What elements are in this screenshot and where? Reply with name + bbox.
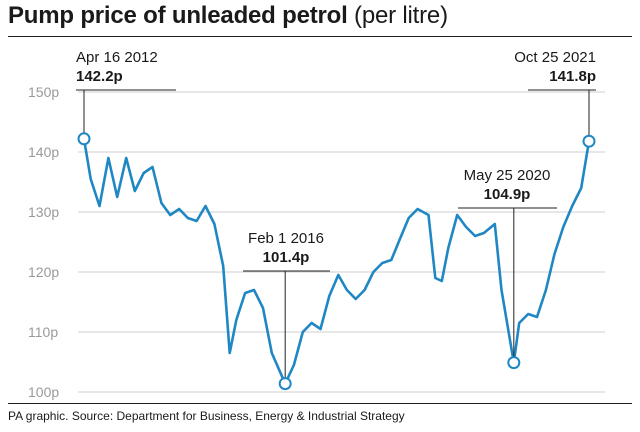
callout-marker-may-2020 <box>507 356 521 370</box>
callout-value-may-2020: 104.9p <box>484 186 531 203</box>
callout-value-feb-2016: 101.4p <box>263 249 310 266</box>
callout-marker-feb-2016 <box>278 377 292 391</box>
callout-marker-oct-2021 <box>582 134 596 148</box>
y-tick-label-120: 120p <box>28 264 59 280</box>
y-tick-label-100: 100p <box>28 384 59 400</box>
chart-title-main: Pump price of unleaded petrol <box>8 2 348 29</box>
callout-date-oct-2021: Oct 25 2021 <box>514 49 596 66</box>
y-tick-label-150: 150p <box>28 84 59 100</box>
title-divider <box>8 36 632 37</box>
source-note: PA graphic. Source: Department for Busin… <box>8 409 405 423</box>
callout-date-may-2020: May 25 2020 <box>464 167 551 184</box>
callout-marker-apr-2012 <box>77 132 91 146</box>
price-line <box>82 137 591 385</box>
y-tick-label-130: 130p <box>28 204 59 220</box>
chart-title-unit: (per litre) <box>354 2 448 29</box>
chart-title: Pump price of unleaded petrol (per litre… <box>8 2 448 30</box>
callout-value-oct-2021: 141.8p <box>549 68 596 85</box>
y-tick-label-140: 140p <box>28 144 59 160</box>
y-tick-label-110: 110p <box>28 324 58 340</box>
footer-divider <box>8 403 632 404</box>
callout-date-feb-2016: Feb 1 2016 <box>248 230 324 247</box>
callout-value-apr-2012: 142.2p <box>76 68 123 85</box>
callout-date-apr-2012: Apr 16 2012 <box>76 49 158 66</box>
